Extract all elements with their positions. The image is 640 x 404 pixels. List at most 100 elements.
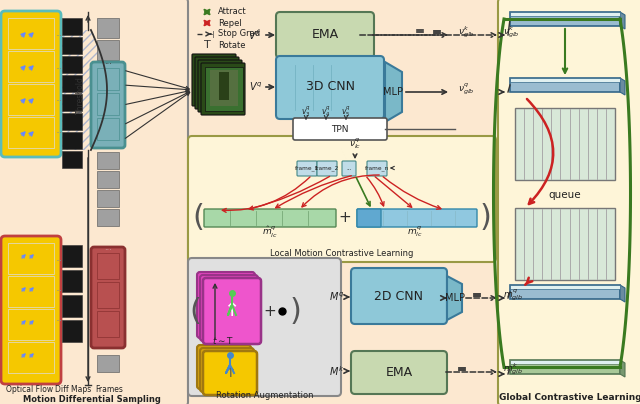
Text: Stop Grad: Stop Grad [218, 29, 260, 38]
Text: $v^q_5$: $v^q_5$ [341, 104, 351, 119]
Text: Attract: Attract [218, 8, 246, 17]
Polygon shape [385, 62, 402, 122]
Text: $t\sim{\rm T}$: $t\sim{\rm T}$ [212, 335, 234, 345]
Bar [510, 285, 620, 299]
Text: $\hat{m}^q_{lc}$: $\hat{m}^q_{lc}$ [262, 225, 278, 240]
Text: $M^q$: $M^q$ [329, 291, 344, 303]
Text: Threshold: Threshold [76, 76, 84, 114]
Bar [62, 18, 82, 35]
FancyBboxPatch shape [203, 351, 257, 395]
FancyBboxPatch shape [367, 161, 387, 176]
Text: Rotation Augmentation: Rotation Augmentation [216, 391, 314, 400]
FancyBboxPatch shape [276, 12, 374, 58]
Text: queue: queue [548, 190, 581, 200]
Polygon shape [620, 78, 625, 95]
Text: Frames: Frames [95, 385, 123, 394]
Bar [8, 342, 54, 373]
Bar [8, 18, 54, 49]
Text: $M^k$: $M^k$ [329, 364, 344, 378]
Bar [510, 360, 620, 364]
Text: $V^k$: $V^k$ [248, 28, 262, 42]
Bar [62, 151, 82, 168]
Text: $v^q_4$: $v^q_4$ [321, 104, 331, 119]
Text: EMA: EMA [312, 29, 339, 42]
Bar [97, 18, 119, 38]
Text: Repel: Repel [218, 19, 242, 27]
FancyBboxPatch shape [204, 209, 336, 227]
Bar [62, 295, 82, 317]
FancyBboxPatch shape [317, 161, 337, 176]
Bar [97, 282, 119, 308]
FancyBboxPatch shape [203, 278, 261, 344]
Bar [97, 311, 119, 337]
Bar [97, 152, 119, 169]
Text: Rotate: Rotate [218, 40, 246, 50]
FancyBboxPatch shape [203, 351, 257, 395]
Text: (: ( [192, 204, 204, 232]
Bar [97, 209, 119, 226]
Bar [510, 285, 620, 289]
Text: ↑: ↑ [224, 301, 240, 320]
FancyBboxPatch shape [198, 60, 242, 112]
Text: T: T [204, 40, 211, 50]
Text: $\nu^k_{glb}$: $\nu^k_{glb}$ [458, 24, 474, 40]
Text: $m^q_{glb}$: $m^q_{glb}$ [503, 287, 524, 303]
Bar [62, 320, 82, 342]
FancyBboxPatch shape [293, 118, 387, 140]
Bar [8, 309, 54, 340]
Text: $m^k_{glb}$: $m^k_{glb}$ [503, 361, 524, 377]
Text: frame_n: frame_n [365, 165, 389, 171]
Text: Diff Maps: Diff Maps [55, 385, 91, 394]
Polygon shape [620, 360, 625, 377]
Bar [62, 94, 82, 111]
Text: ↑: ↑ [224, 366, 236, 380]
Text: frame_1: frame_1 [295, 165, 319, 171]
Text: $V^q$: $V^q$ [248, 81, 262, 93]
FancyBboxPatch shape [351, 351, 447, 394]
FancyBboxPatch shape [351, 268, 447, 324]
FancyBboxPatch shape [195, 57, 239, 109]
Bar [510, 78, 620, 82]
Text: Motion Differential Sampling: Motion Differential Sampling [23, 394, 161, 404]
Text: ): ) [480, 204, 492, 232]
Text: $\nu^k_{glb}$: $\nu^k_{glb}$ [503, 24, 520, 40]
Text: MLP: MLP [383, 87, 403, 97]
Bar [62, 37, 82, 54]
Bar [62, 113, 82, 130]
FancyBboxPatch shape [498, 0, 640, 404]
Bar [62, 75, 82, 92]
Text: +: + [264, 303, 276, 318]
FancyBboxPatch shape [1, 236, 61, 384]
Text: frame_2: frame_2 [315, 165, 339, 171]
FancyBboxPatch shape [203, 278, 261, 344]
Bar [8, 51, 54, 82]
Text: 2D CNN: 2D CNN [374, 290, 424, 303]
FancyBboxPatch shape [276, 56, 384, 119]
Text: Local Motion Contrastive Learning: Local Motion Contrastive Learning [270, 248, 413, 257]
Bar [62, 132, 82, 149]
Text: EMA: EMA [385, 366, 413, 379]
Text: ...: ... [104, 244, 112, 252]
Bar [510, 12, 620, 16]
Bar [97, 190, 119, 207]
FancyBboxPatch shape [197, 345, 251, 389]
Bar [515, 108, 615, 180]
Bar [8, 117, 54, 148]
FancyBboxPatch shape [1, 11, 61, 157]
FancyBboxPatch shape [91, 62, 125, 148]
FancyBboxPatch shape [357, 209, 381, 227]
FancyBboxPatch shape [192, 54, 236, 106]
Polygon shape [620, 285, 625, 302]
Bar [8, 243, 54, 274]
Bar [97, 118, 119, 140]
Bar [97, 40, 119, 60]
Text: Global Contrastive Learning: Global Contrastive Learning [499, 393, 640, 402]
Text: 3D CNN: 3D CNN [305, 80, 355, 93]
Bar [62, 56, 82, 73]
FancyBboxPatch shape [91, 247, 125, 348]
Bar [8, 276, 54, 307]
Bar [62, 245, 82, 267]
Bar [219, 72, 229, 100]
Bar [510, 12, 620, 26]
FancyBboxPatch shape [357, 209, 477, 227]
